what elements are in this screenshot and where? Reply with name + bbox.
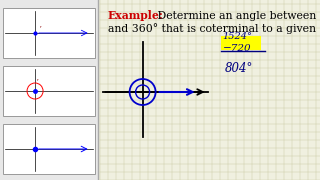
Text: Example:: Example: bbox=[108, 10, 164, 21]
Text: r: r bbox=[37, 78, 39, 82]
Bar bbox=[220, 36, 260, 50]
Text: Determine an angle between 0°: Determine an angle between 0° bbox=[154, 10, 320, 21]
Bar bbox=[0, 0, 98, 180]
Bar bbox=[3, 124, 95, 174]
Bar bbox=[3, 8, 95, 58]
Text: −720: −720 bbox=[223, 44, 251, 53]
Text: 1524°: 1524° bbox=[223, 32, 252, 41]
Bar bbox=[3, 66, 95, 116]
Text: r: r bbox=[40, 25, 42, 29]
Text: and 360° that is coterminal to a given angle.: and 360° that is coterminal to a given a… bbox=[108, 23, 320, 34]
Text: 804°: 804° bbox=[225, 62, 253, 75]
